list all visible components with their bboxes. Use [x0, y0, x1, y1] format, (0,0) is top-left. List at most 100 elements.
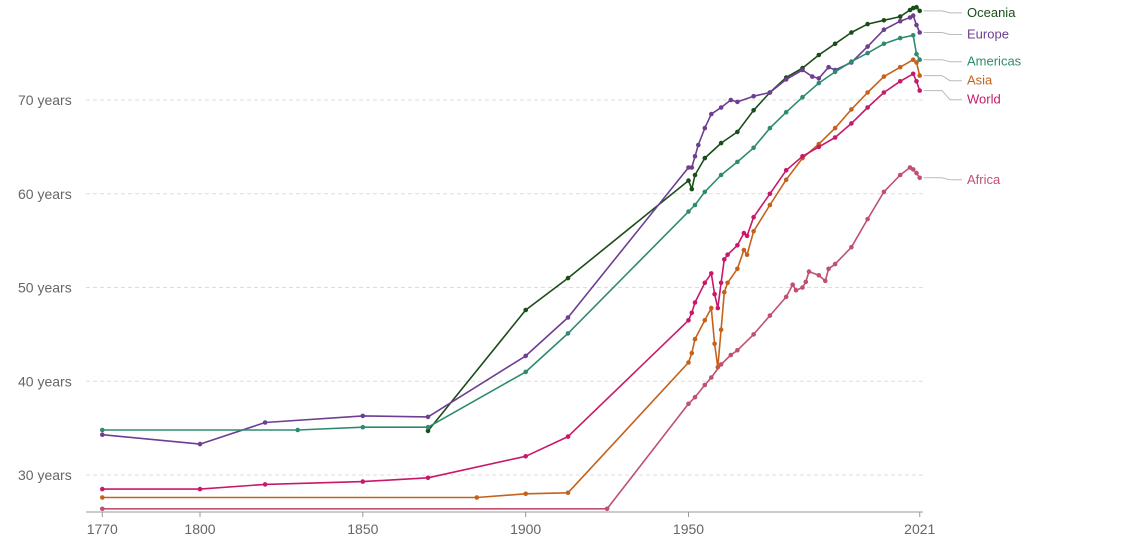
data-point — [702, 280, 708, 286]
legend: Oceania Europe Americas Asia World Africa — [923, 5, 1022, 187]
data-point — [474, 495, 480, 500]
data-point — [722, 289, 727, 295]
series-line-asia — [102, 58, 921, 499]
legend-label-americas: Americas — [967, 54, 1022, 69]
y-tick-label: 70 years — [18, 92, 72, 108]
data-point — [686, 178, 691, 183]
data-point — [816, 273, 822, 278]
data-point — [709, 375, 714, 380]
data-point — [897, 35, 903, 41]
x-axis: 1770 1800 1850 1900 1950 2021 — [86, 511, 936, 537]
data-point — [425, 475, 431, 481]
data-point — [718, 140, 724, 146]
data-point — [735, 243, 740, 248]
x-tick-label: 1850 — [347, 521, 378, 537]
data-point — [523, 491, 528, 497]
data-point — [565, 331, 571, 336]
data-point — [917, 30, 922, 35]
data-point — [741, 247, 747, 253]
data-point — [865, 105, 870, 110]
data-point — [262, 420, 268, 425]
data-point — [800, 285, 805, 290]
data-point — [751, 108, 756, 113]
data-point — [816, 80, 822, 86]
data-point — [728, 352, 734, 358]
data-point — [783, 77, 789, 82]
data-point — [702, 189, 708, 195]
data-point — [910, 57, 916, 62]
data-point — [881, 41, 887, 47]
data-point — [917, 73, 922, 78]
data-point — [767, 90, 773, 95]
data-point — [832, 125, 838, 131]
series-europe — [100, 13, 922, 447]
data-point — [832, 261, 838, 267]
data-point — [686, 209, 691, 214]
data-point — [360, 413, 366, 419]
series-line-americas — [102, 34, 921, 431]
data-point — [816, 52, 822, 58]
grid-lines — [86, 99, 923, 476]
data-point — [917, 8, 922, 14]
data-point — [800, 154, 805, 159]
data-point — [751, 93, 756, 99]
data-point — [823, 278, 828, 284]
data-point — [715, 305, 721, 311]
data-point — [718, 172, 724, 178]
series-line-world — [102, 73, 921, 490]
x-tick-label: 1770 — [87, 521, 118, 537]
data-point — [197, 441, 203, 447]
data-point — [897, 64, 903, 70]
data-point — [832, 135, 838, 140]
data-point — [881, 18, 887, 23]
data-point — [725, 252, 730, 257]
data-point — [897, 172, 903, 178]
data-point — [709, 271, 714, 276]
data-point — [744, 233, 750, 239]
data-point — [917, 175, 922, 181]
x-tick-label: 1950 — [673, 521, 704, 537]
data-point — [360, 479, 366, 484]
series-world — [100, 71, 922, 492]
data-point — [741, 230, 747, 236]
legend-label-africa: Africa — [967, 172, 1001, 187]
data-point — [910, 33, 916, 38]
data-point — [783, 109, 789, 115]
data-point — [689, 165, 695, 170]
x-tick-label: 1800 — [184, 521, 215, 537]
data-point — [696, 142, 701, 148]
data-point — [718, 280, 724, 286]
data-point — [692, 172, 698, 178]
data-point — [897, 79, 903, 84]
data-point — [565, 490, 571, 496]
data-point — [565, 434, 571, 439]
data-point — [914, 4, 919, 10]
data-point — [826, 64, 831, 70]
data-point — [914, 170, 919, 176]
data-point — [725, 280, 730, 286]
data-point — [100, 506, 105, 512]
data-point — [702, 318, 708, 323]
data-point — [849, 244, 854, 250]
data-point — [702, 155, 708, 161]
legend-label-europe: Europe — [967, 27, 1009, 42]
data-point — [709, 111, 714, 117]
data-point — [881, 27, 887, 32]
series-line-europe — [102, 14, 921, 445]
data-point — [849, 107, 854, 112]
y-tick-label: 30 years — [18, 467, 72, 483]
y-axis: 30 years 40 years 50 years 60 years 70 years — [18, 92, 72, 483]
data-point — [800, 67, 805, 73]
x-tick-label: 1900 — [510, 521, 541, 537]
x-tick-label: 2021 — [904, 521, 935, 537]
data-point — [692, 202, 698, 208]
legend-leader-line — [923, 75, 962, 82]
data-point — [897, 18, 903, 24]
data-point — [751, 229, 756, 234]
data-point — [751, 332, 756, 337]
series-asia — [100, 57, 922, 500]
data-point — [790, 282, 795, 288]
data-point — [689, 186, 695, 192]
data-point — [728, 97, 734, 103]
data-point — [735, 129, 740, 135]
